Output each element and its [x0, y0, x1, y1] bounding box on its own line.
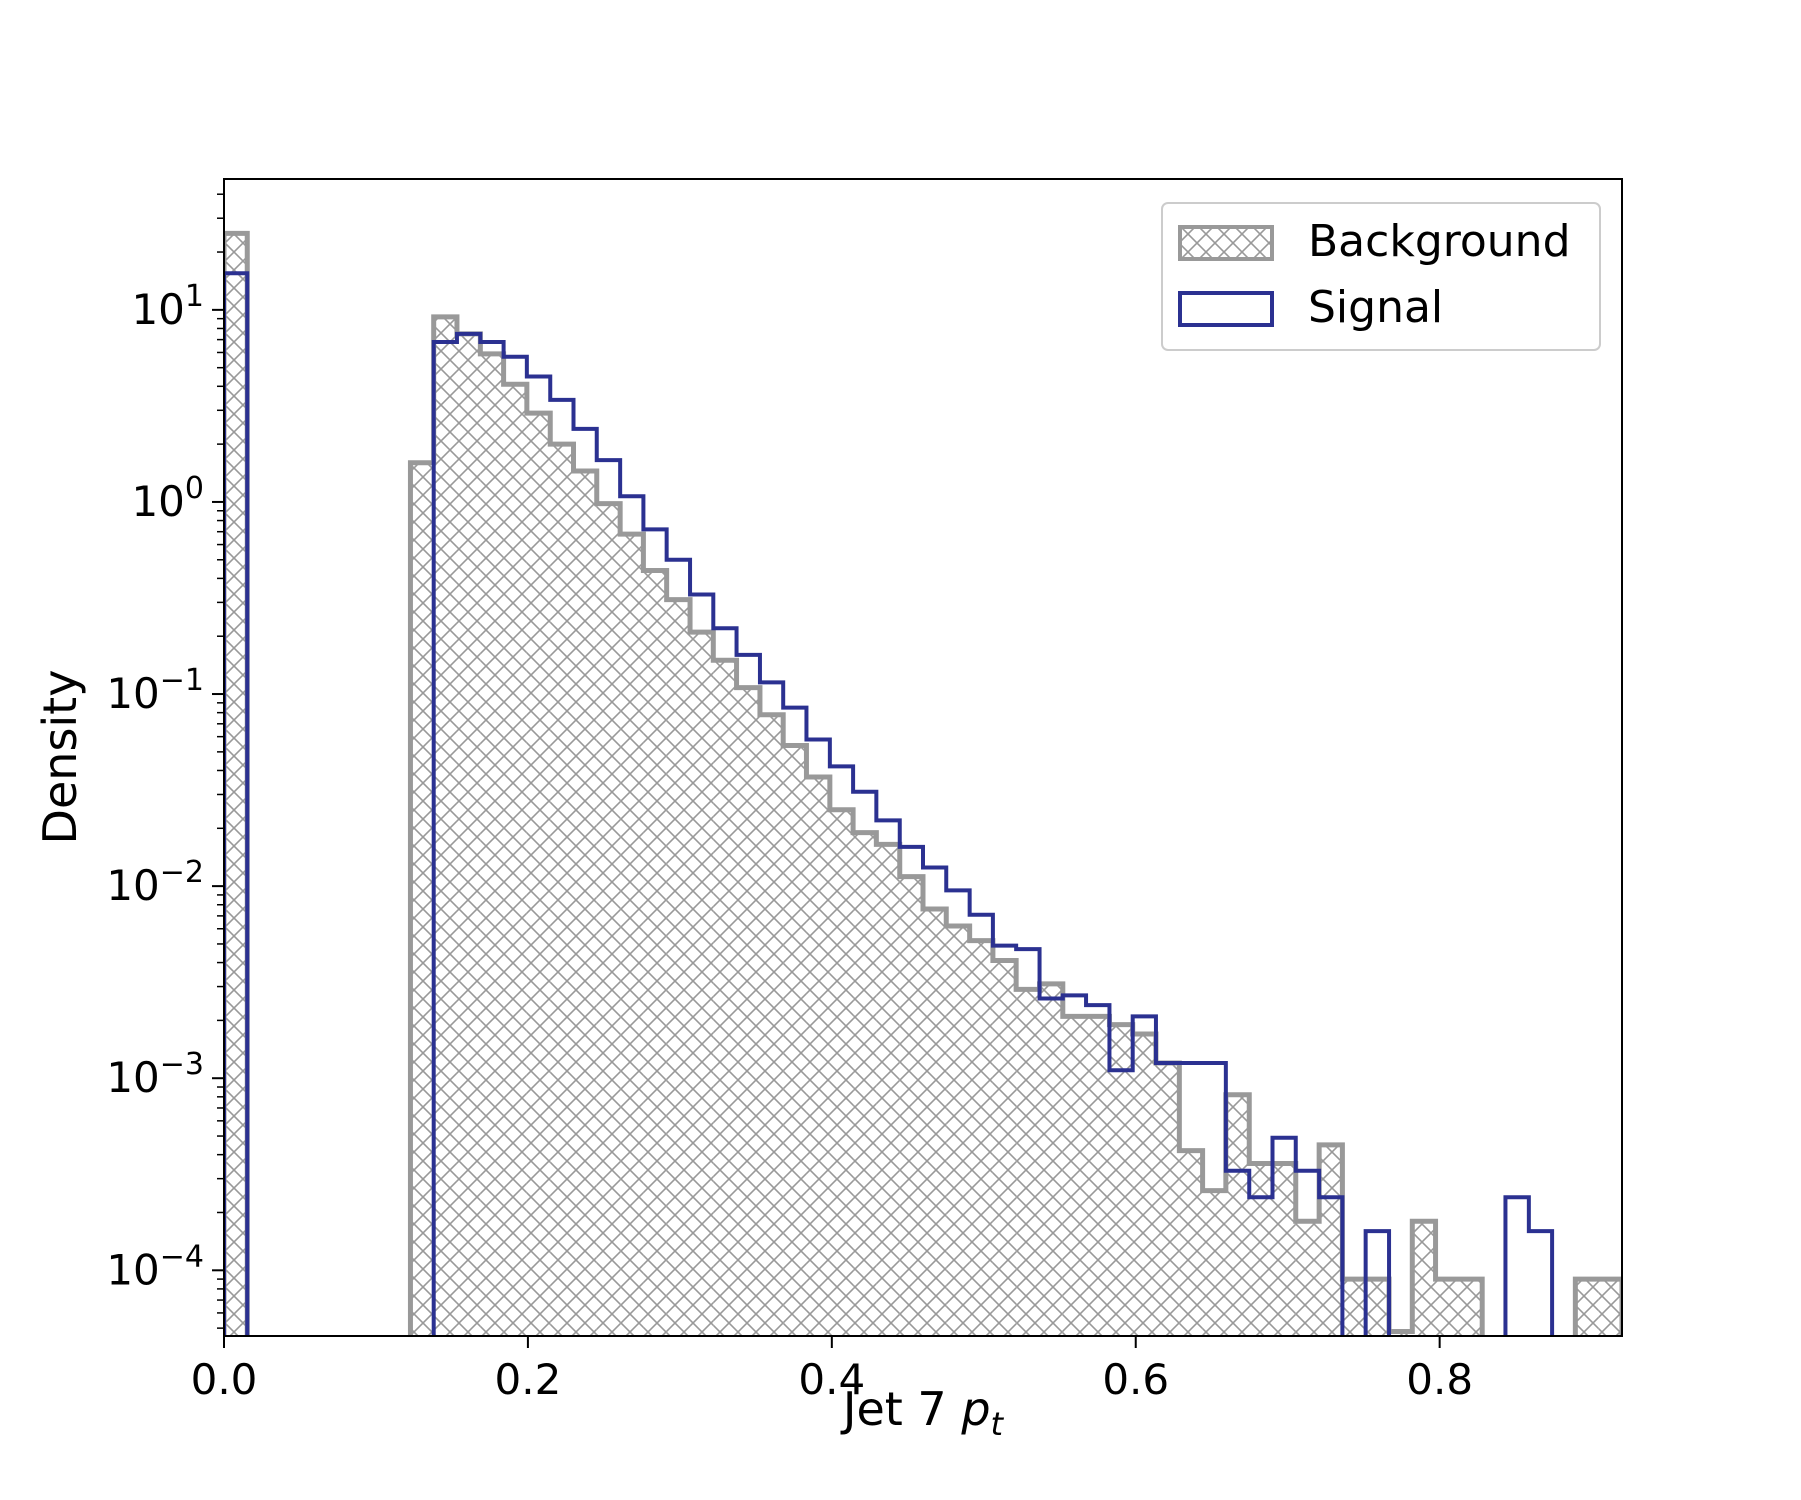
background-bar [1109, 1025, 1132, 1346]
background-bar [410, 463, 433, 1346]
background-bar [946, 926, 969, 1346]
x-tick-label: 0.6 [1102, 1355, 1169, 1404]
background-bar [667, 600, 690, 1346]
background-bar [1086, 1016, 1109, 1346]
background-bar [783, 745, 806, 1346]
x-tick-label: 0.0 [191, 1355, 258, 1404]
background-bar [1133, 1034, 1156, 1346]
background-bar [504, 384, 527, 1346]
background-bar [574, 471, 597, 1346]
y-axis-label: Density [33, 670, 87, 845]
background-bar [760, 715, 783, 1346]
legend-swatch-background [1180, 227, 1272, 259]
background-bar [1016, 989, 1039, 1346]
legend: Background Signal [1162, 203, 1600, 350]
background-bar [876, 844, 899, 1346]
background-bar [620, 534, 643, 1346]
background-bar [1179, 1151, 1202, 1346]
background-bar [527, 413, 550, 1346]
histogram-chart: 0.0 0.2 0.4 0.6 0.8 10110010−110−210−310−4 J… [0, 0, 1801, 1500]
background-bar [690, 632, 713, 1346]
background-bar [713, 660, 736, 1346]
background-bar [737, 688, 760, 1346]
background-bar [1412, 1221, 1435, 1346]
background-bar [643, 570, 666, 1346]
background-bar [1319, 1145, 1342, 1346]
background-bar [806, 777, 829, 1346]
background-bar [900, 877, 923, 1346]
background-bar [550, 444, 573, 1346]
background-bar [830, 810, 853, 1346]
background-bar [434, 317, 457, 1346]
background-bar [1226, 1095, 1249, 1346]
background-bar [1040, 984, 1063, 1346]
background-bar [970, 941, 993, 1346]
background-bar [480, 354, 503, 1346]
background-bar [923, 909, 946, 1346]
background-bar [853, 833, 876, 1346]
legend-label-signal: Signal [1308, 282, 1443, 333]
x-axis-label: Jet 7 pt [840, 1382, 1005, 1443]
background-bar [1156, 1063, 1179, 1346]
x-tick-label: 0.8 [1406, 1355, 1473, 1404]
background-bar [597, 504, 620, 1346]
legend-label-background: Background [1308, 216, 1571, 267]
background-bar [1203, 1191, 1226, 1346]
background-bar [224, 233, 247, 1346]
background-bar [1249, 1163, 1272, 1346]
x-tick-label: 0.2 [495, 1355, 562, 1404]
background-bar [457, 334, 480, 1346]
background-bar [1063, 1016, 1086, 1346]
background-bar [1273, 1163, 1296, 1346]
background-bar [1296, 1221, 1319, 1346]
background-bar [993, 961, 1016, 1346]
